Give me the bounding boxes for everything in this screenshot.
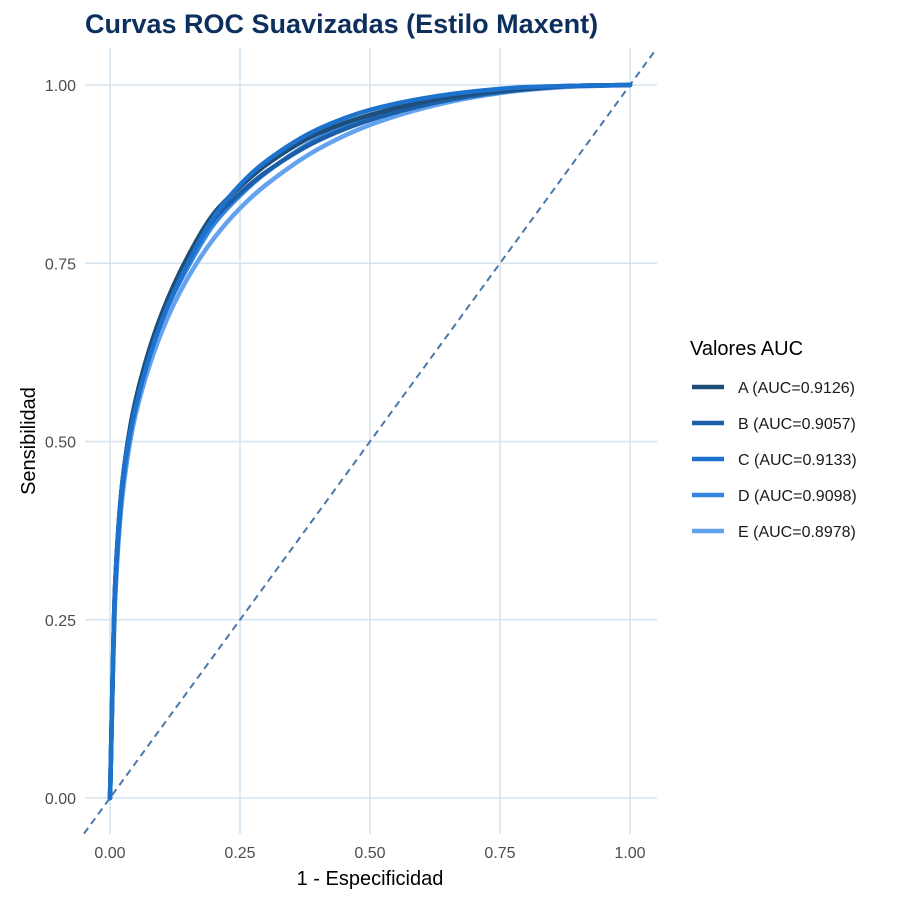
- series-lines: [107, 82, 633, 801]
- chart-title: Curvas ROC Suavizadas (Estilo Maxent): [85, 9, 598, 39]
- x-tick-label: 0.50: [354, 845, 385, 862]
- legend-title: Valores AUC: [690, 338, 803, 360]
- reference-diagonal: [83, 48, 657, 835]
- legend-label-c: C (AUC=0.9133): [738, 452, 857, 469]
- y-axis-label: Sensibilidad: [18, 387, 40, 495]
- x-tick-label: 0.75: [484, 845, 515, 862]
- reference-line: [83, 48, 657, 835]
- y-tick-label: 0.50: [45, 435, 76, 452]
- legend-label-a: A (AUC=0.9126): [738, 380, 855, 397]
- legend-label-d: D (AUC=0.9098): [738, 488, 857, 505]
- roc-line-c: [107, 82, 633, 801]
- y-tick-label: 0.75: [45, 256, 76, 273]
- legend-label-b: B (AUC=0.9057): [738, 416, 856, 433]
- x-tick-label: 1.00: [614, 845, 645, 862]
- y-tick-label: 1.00: [45, 78, 76, 95]
- y-tick-label: 0.25: [45, 613, 76, 630]
- x-tick-label: 0.00: [94, 845, 125, 862]
- legend-label-e: E (AUC=0.8978): [738, 524, 856, 541]
- legend: Valores AUC A (AUC=0.9126) B (AUC=0.9057)…: [690, 338, 857, 541]
- x-tick-label: 0.25: [224, 845, 255, 862]
- x-axis-label: 1 - Especificidad: [297, 868, 444, 890]
- axis-ticks: 0.00 0.25 0.50 0.75 1.00 0.00 0.25 0.50 0.75 1.00: [45, 78, 646, 862]
- y-tick-label: 0.00: [45, 791, 76, 808]
